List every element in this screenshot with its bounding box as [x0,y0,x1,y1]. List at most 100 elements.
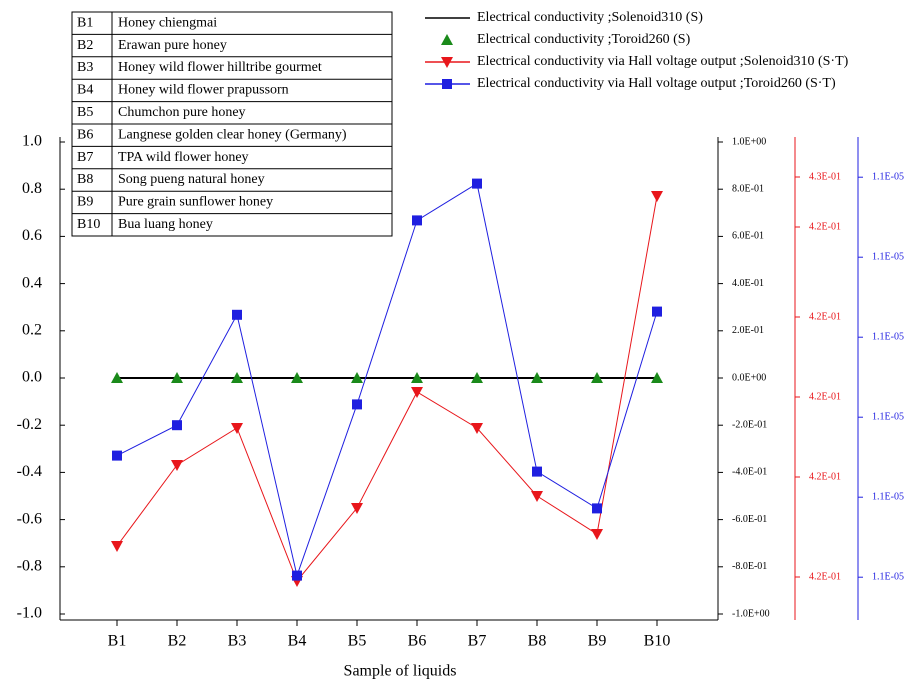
y2-tick-label: -6.0E-01 [732,514,767,525]
marker [111,541,123,552]
marker [411,387,423,398]
y4-tick-label: 1.1E-05 [872,411,904,422]
marker [471,372,483,383]
legend-label: Electrical conductivity ;Solenoid310 (S) [477,10,703,25]
marker [591,372,603,383]
y-tick-label: -0.2 [17,416,42,433]
sample-code: B2 [77,38,93,53]
marker [472,178,482,189]
y3-tick-label: 4.2E-01 [809,471,841,482]
x-tick-label: B3 [228,633,247,650]
sample-name: Erawan pure honey [118,38,227,53]
y2-tick-label: 4.0E-01 [732,278,764,289]
x-tick-label: B10 [644,633,671,650]
y4-tick-label: 1.1E-05 [872,171,904,182]
sample-name: Chumchon pure honey [118,105,246,120]
sample-code: B1 [77,15,93,30]
sample-name: Honey chiengmai [118,15,217,30]
sample-code: B7 [77,150,93,165]
y-tick-label: -0.6 [17,510,42,527]
sample-name: TPA wild flower honey [118,150,249,165]
y2-tick-label: 8.0E-01 [732,183,764,194]
marker [171,460,183,471]
y4-tick-label: 1.1E-05 [872,571,904,582]
sample-code: B8 [77,172,93,187]
marker [232,309,242,320]
marker [531,491,543,502]
marker [411,372,423,383]
x-tick-label: B5 [348,633,367,650]
marker [112,450,122,461]
marker [532,466,542,477]
marker [471,423,483,434]
y-tick-label: -0.8 [17,557,42,574]
x-tick-label: B2 [168,633,187,650]
legend-marker [442,79,452,89]
y3-tick-label: 4.2E-01 [809,221,841,232]
y2-tick-label: 0.0E+00 [732,372,766,383]
legend-label: Electrical conductivity via Hall voltage… [477,76,836,91]
marker [352,399,362,410]
y-tick-label: -0.4 [17,463,42,480]
marker [412,215,422,226]
marker [651,372,663,383]
marker [351,372,363,383]
y2-tick-label: 6.0E-01 [732,231,764,242]
series-line [116,182,658,578]
legend-label: Electrical conductivity ;Toroid260 (S) [477,32,691,47]
x-tick-label: B1 [108,633,127,650]
marker [651,191,663,202]
marker [652,306,662,317]
y-tick-label: -1.0 [17,605,42,622]
x-tick-label: B4 [288,633,307,650]
y-tick-label: 0.4 [22,274,42,291]
y-tick-label: 0.8 [22,180,42,197]
x-tick-label: B9 [588,633,607,650]
x-tick-label: B6 [408,633,427,650]
sample-code: B10 [77,217,100,232]
marker [231,372,243,383]
y4-tick-label: 1.1E-05 [872,491,904,502]
sample-code: B4 [77,83,93,98]
sample-code: B3 [77,60,93,75]
series-line [116,195,658,582]
sample-name: Pure grain sunflower honey [118,195,273,210]
sample-code: B5 [77,105,93,120]
sample-name: Honey wild flower hilltribe gourmet [118,60,322,75]
y3-tick-label: 4.3E-01 [809,171,841,182]
marker [171,372,183,383]
y2-tick-label: -2.0E-01 [732,419,767,430]
marker [592,503,602,514]
marker [591,529,603,540]
legend-label: Electrical conductivity via Hall voltage… [477,54,849,69]
y2-tick-label: -8.0E-01 [732,561,767,572]
marker [292,570,302,581]
y2-tick-label: -4.0E-01 [732,467,767,478]
marker [231,423,243,434]
x-axis-title: Sample of liquids [344,663,457,680]
x-tick-label: B7 [468,633,487,650]
y3-tick-label: 4.2E-01 [809,571,841,582]
y3-tick-label: 4.2E-01 [809,311,841,322]
marker [172,420,182,431]
x-tick-label: B8 [528,633,547,650]
marker [291,372,303,383]
y2-tick-label: 2.0E-01 [732,325,764,336]
y-tick-label: 1.0 [22,133,42,150]
sample-code: B6 [77,127,93,142]
marker [111,372,123,383]
y-tick-label: 0.6 [22,227,42,244]
y-tick-label: 0.2 [22,321,42,338]
sample-name: Song pueng natural honey [118,172,265,187]
y2-tick-label: -1.0E+00 [732,608,770,619]
sample-name: Langnese golden clear honey (Germany) [118,127,347,142]
marker [531,372,543,383]
y4-tick-label: 1.1E-05 [872,331,904,342]
y4-tick-label: 1.1E-05 [872,251,904,262]
legend-marker [441,57,453,68]
sample-code: B9 [77,195,93,210]
marker [351,503,363,514]
y3-tick-label: 4.2E-01 [809,391,841,402]
